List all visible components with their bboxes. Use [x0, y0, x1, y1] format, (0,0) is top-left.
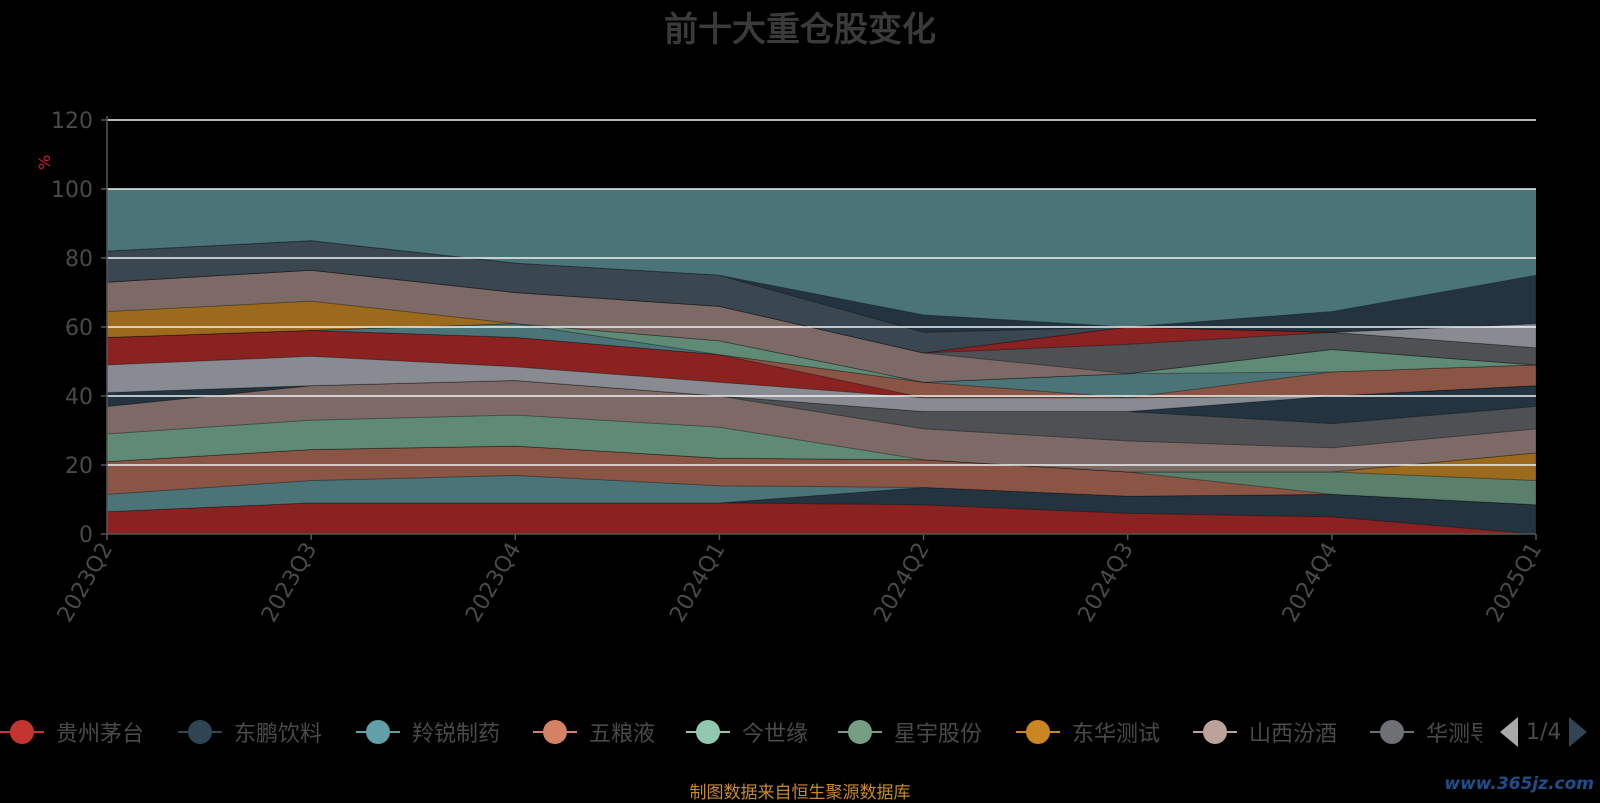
- legend-swatch: [1370, 717, 1414, 747]
- area-layer-16: [106, 269, 1537, 383]
- area-layer-21: [106, 240, 1537, 333]
- legend-swatch: [1193, 717, 1237, 747]
- legend-item[interactable]: 五粮液: [533, 712, 655, 752]
- legend-swatch: [178, 717, 222, 747]
- legend-item[interactable]: 东鹏饮料: [178, 712, 322, 752]
- x-tick-label: 2024Q4: [1278, 539, 1343, 627]
- x-tick-label: 2023Q4: [461, 539, 526, 627]
- area-layer-17: [106, 269, 1537, 375]
- legend-label: 星宇股份: [894, 722, 983, 747]
- y-tick-label: 120: [51, 109, 93, 134]
- x-tick-label: 2023Q3: [257, 539, 322, 627]
- legend-label: 今世缘: [742, 722, 809, 747]
- legend-label: 羚锐制药: [412, 722, 501, 747]
- source-note: 制图数据来自恒生聚源数据库: [689, 783, 911, 803]
- legend-item[interactable]: 羚锐制药: [356, 712, 500, 752]
- legend-items: 贵州茅台 东鹏饮料 羚锐制药 五粮液 今世缘 星宇股份 东华测试 山西汾酒 华测导航: [0, 712, 1482, 752]
- legend-swatch: [533, 717, 577, 747]
- legend-label: 五粮液: [589, 722, 656, 747]
- legend-item[interactable]: 东华测试: [1016, 712, 1160, 752]
- legend-item[interactable]: 华测导航: [1370, 712, 1482, 752]
- legend-swatch: [686, 717, 730, 747]
- legend-swatch: [1016, 717, 1060, 747]
- legend-swatch: [838, 717, 882, 747]
- area-layer-19: [106, 269, 1537, 354]
- area-layer-7: [106, 379, 1537, 473]
- y-tick-label: 60: [65, 316, 93, 341]
- x-tick-label: 2024Q3: [1074, 539, 1139, 627]
- legend-label: 华测导航: [1426, 722, 1482, 747]
- legend-pager: 1/4: [1500, 712, 1588, 752]
- legend-label: 东鹏饮料: [234, 722, 323, 747]
- legend-page-indicator: 1/4: [1526, 719, 1562, 745]
- y-axis-label: %: [35, 155, 54, 170]
- y-tick-label: 40: [65, 385, 93, 410]
- x-tick-label: 2023Q2: [53, 539, 118, 627]
- area-layer-12: [106, 329, 1537, 399]
- legend-swatch: [356, 717, 400, 747]
- x-tick-label: 2025Q1: [1482, 539, 1547, 627]
- legend-prev-button[interactable]: [1500, 717, 1518, 747]
- legend-label: 山西汾酒: [1249, 722, 1338, 747]
- legend: 贵州茅台 东鹏饮料 羚锐制药 五粮液 今世缘 星宇股份 东华测试 山西汾酒 华测导航 1/4: [0, 712, 1600, 752]
- legend-item[interactable]: 星宇股份: [838, 712, 982, 752]
- y-tick-label: 0: [79, 523, 93, 548]
- area-layer-8: [106, 379, 1537, 449]
- watermark: www.365jz.com: [1444, 774, 1594, 794]
- chart-title: 前十大重仓股变化: [664, 10, 936, 50]
- legend-item[interactable]: 山西汾酒: [1193, 712, 1337, 752]
- legend-next-button[interactable]: [1569, 717, 1588, 747]
- legend-item[interactable]: 贵州茅台: [0, 712, 144, 752]
- legend-item[interactable]: 今世缘: [686, 712, 808, 752]
- legend-swatch: [0, 717, 44, 747]
- y-tick-label: 100: [51, 178, 93, 203]
- stacked-area-chart: 0 20 40 60 80 100 120% 2023Q2 2023Q3 2023Q4 2024Q1…: [35, 109, 1547, 627]
- legend-label: 贵州茅台: [56, 722, 145, 747]
- y-tick-label: 80: [65, 247, 93, 272]
- x-tick-label: 2024Q2: [869, 539, 934, 627]
- y-tick-label: 20: [65, 454, 93, 479]
- x-tick-label: 2024Q1: [665, 539, 730, 627]
- area-layer-9: [106, 379, 1537, 425]
- legend-label: 东华测试: [1072, 722, 1161, 747]
